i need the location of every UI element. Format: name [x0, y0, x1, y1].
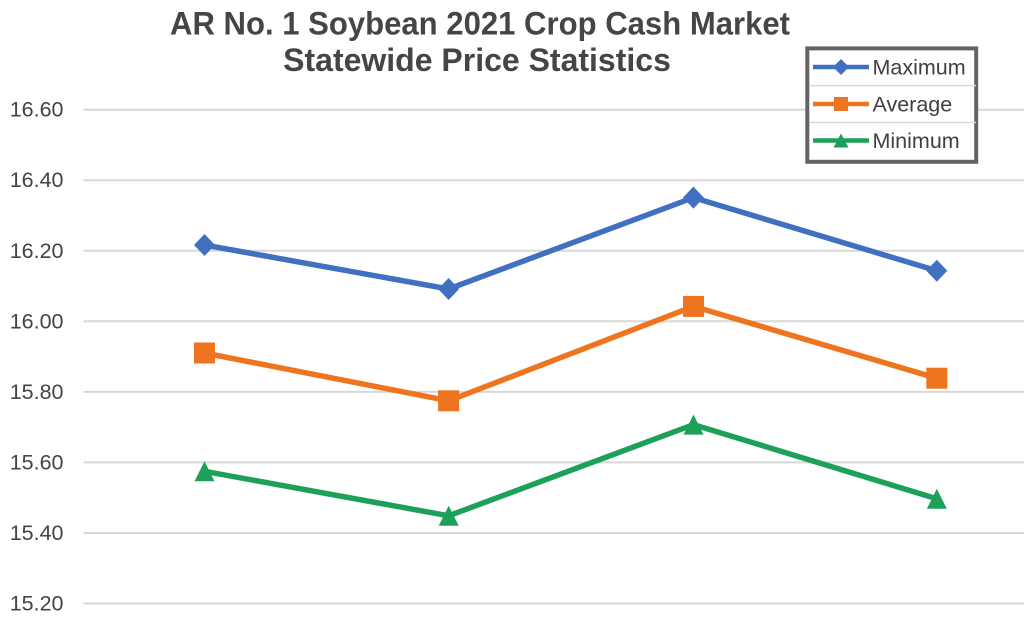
- svg-text:15.40: 15.40: [10, 521, 64, 545]
- svg-text:AR No. 1 Soybean 2021 Crop Cas: AR No. 1 Soybean 2021 Crop Cash Market: [170, 6, 790, 42]
- svg-text:Average: Average: [873, 93, 953, 117]
- svg-text:Maximum: Maximum: [873, 56, 966, 80]
- svg-text:16.20: 16.20: [10, 239, 64, 263]
- svg-text:16.00: 16.00: [10, 309, 64, 333]
- svg-text:16.60: 16.60: [10, 98, 64, 122]
- svg-text:Minimum: Minimum: [873, 129, 960, 153]
- svg-text:16.40: 16.40: [10, 168, 64, 192]
- svg-text:15.20: 15.20: [10, 592, 64, 616]
- svg-text:Statewide Price Statistics: Statewide Price Statistics: [283, 42, 671, 78]
- svg-text:15.80: 15.80: [10, 380, 64, 404]
- svg-text:15.60: 15.60: [10, 450, 64, 474]
